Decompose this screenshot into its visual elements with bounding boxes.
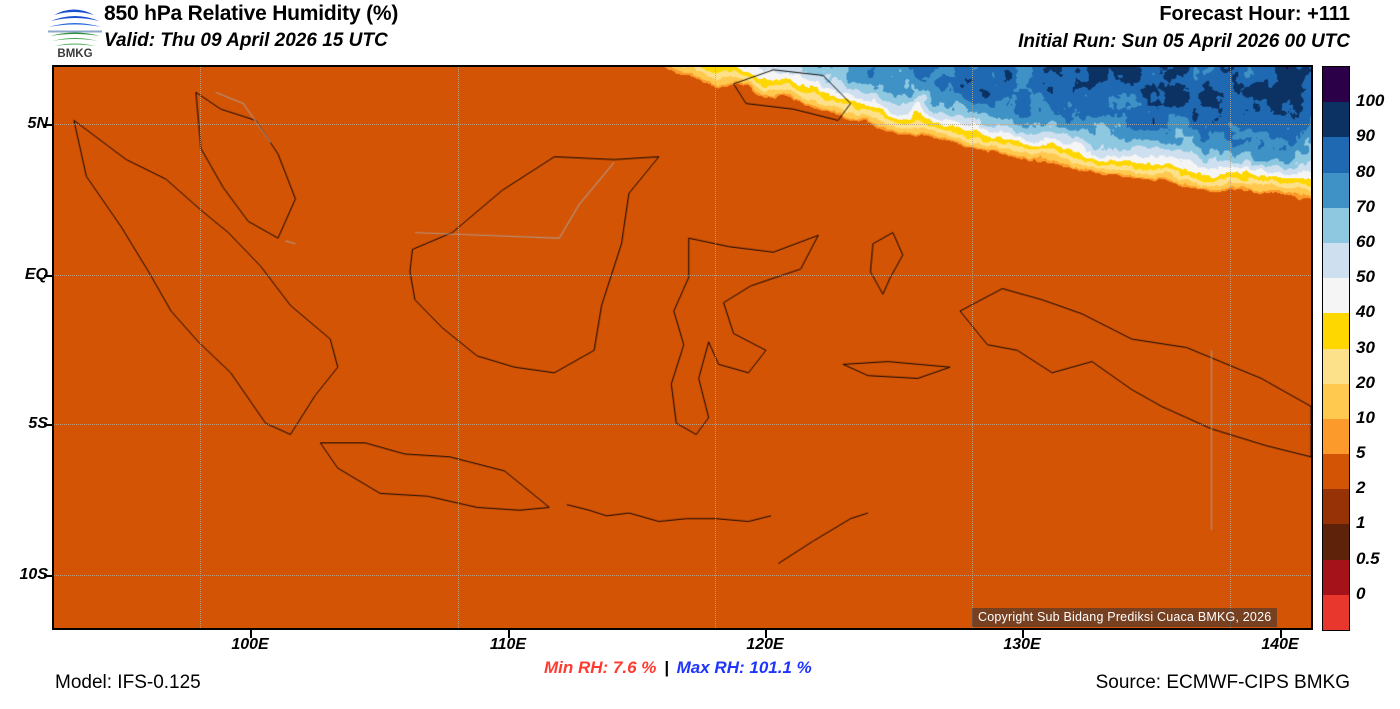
lat-tick-5n <box>44 124 52 126</box>
colorbar-segment-4 <box>1323 207 1349 243</box>
bmkg-logo: BMKG <box>44 3 106 59</box>
colorbar-tick-5: 5 <box>1356 443 1366 463</box>
colorbar-segment-6 <box>1323 278 1349 314</box>
colorbar-tick-40: 40 <box>1356 302 1375 322</box>
gridline-lat-eq <box>54 275 1311 276</box>
minmax-separator: | <box>664 658 669 677</box>
source-label: Source: ECMWF-CIPS BMKG <box>1095 672 1350 693</box>
lon-label-130e: 130E <box>1003 636 1041 653</box>
colorbar-tick-50: 50 <box>1356 267 1375 287</box>
weather-map[interactable]: Copyright Sub Bidang Prediksi Cuaca BMKG… <box>52 65 1313 630</box>
colorbar-segment-8 <box>1323 348 1349 384</box>
lat-label-eq: EQ <box>24 266 48 283</box>
min-rh-value: Min RH: 7.6 % <box>544 658 657 677</box>
lon-tick-110e <box>508 630 510 638</box>
colorbar-tick-2: 2 <box>1356 478 1366 498</box>
svg-text:BMKG: BMKG <box>57 48 92 59</box>
lon-label-140e: 140E <box>1261 636 1299 653</box>
colorbar-segment-2 <box>1323 137 1349 173</box>
lat-label-5n: 5N <box>27 115 48 132</box>
colorbar-segment-3 <box>1323 172 1349 208</box>
gridline-lon-140e <box>1230 67 1231 628</box>
lon-tick-130e <box>1022 630 1024 638</box>
colorbar-segment-10 <box>1323 418 1349 455</box>
lon-tick-120e <box>765 630 767 638</box>
gridline-lon-130e <box>972 67 973 628</box>
lat-label-5s: 5S <box>28 415 48 432</box>
gridline-lat-5n <box>54 124 1311 125</box>
page-title: 850 hPa Relative Humidity (%) <box>104 2 399 25</box>
gridline-lat-5s <box>54 424 1311 425</box>
colorbar-tick-0p5: 0.5 <box>1356 548 1380 568</box>
colorbar-segment-13 <box>1323 524 1349 560</box>
colorbar-segment-15 <box>1323 594 1349 630</box>
valid-time-label: Valid: Thu 09 April 2026 15 UTC <box>104 30 388 51</box>
gridline-lon-110e <box>458 67 459 628</box>
colorbar-tick-70: 70 <box>1356 196 1375 216</box>
page-header: BMKG 850 hPa Relative Humidity (%) Valid… <box>0 0 1400 62</box>
initial-run-label: Initial Run: Sun 05 April 2026 00 UTC <box>1018 31 1350 52</box>
max-rh-value: Max RH: 101.1 % <box>676 658 812 677</box>
lat-tick-5s <box>44 424 52 426</box>
lat-tick-eq <box>44 275 52 277</box>
gridline-lon-100e <box>200 67 201 628</box>
lon-label-120e: 120E <box>746 636 784 653</box>
lat-tick-10s <box>44 575 52 577</box>
colorbar-tick-30: 30 <box>1356 337 1375 357</box>
colorbar-tick-1: 1 <box>1356 513 1366 533</box>
colorbar-tick-90: 90 <box>1356 126 1375 146</box>
colorbar-tick-100: 100 <box>1356 91 1385 111</box>
colorbar-segment-5 <box>1323 242 1349 279</box>
min-max-rh-readout: Min RH: 7.6 % | Max RH: 101.1 % <box>544 658 812 678</box>
colorbar-segment-12 <box>1323 489 1349 525</box>
copyright-watermark: Copyright Sub Bidang Prediksi Cuaca BMKG… <box>972 608 1278 627</box>
colorbar-segment-14 <box>1323 559 1349 595</box>
lat-label-10s: 10S <box>19 566 48 583</box>
colorbar-segment-1 <box>1323 102 1349 138</box>
model-label: Model: IFS-0.125 <box>55 672 201 693</box>
colorbar-segment-9 <box>1323 383 1349 419</box>
lon-tick-100e <box>250 630 252 638</box>
colorbar-tick-20: 20 <box>1356 372 1375 392</box>
humidity-contour-layer <box>54 67 1311 628</box>
lon-label-100e: 100E <box>231 636 269 653</box>
gridline-lat-10s <box>54 575 1311 576</box>
colorbar-tick-0: 0 <box>1356 583 1366 603</box>
lon-label-110e: 110E <box>489 636 527 653</box>
colorbar-tick-80: 80 <box>1356 161 1375 181</box>
colorbar-tick-10: 10 <box>1356 407 1375 427</box>
gridline-lon-120e <box>715 67 716 628</box>
colorbar-tick-60: 60 <box>1356 231 1375 251</box>
colorbar <box>1322 66 1350 631</box>
lon-tick-140e <box>1280 630 1282 638</box>
colorbar-segment-7 <box>1323 313 1349 349</box>
forecast-hour-label: Forecast Hour: +111 <box>1159 3 1350 25</box>
colorbar-segment-0 <box>1323 67 1349 103</box>
colorbar-segment-11 <box>1323 454 1349 490</box>
